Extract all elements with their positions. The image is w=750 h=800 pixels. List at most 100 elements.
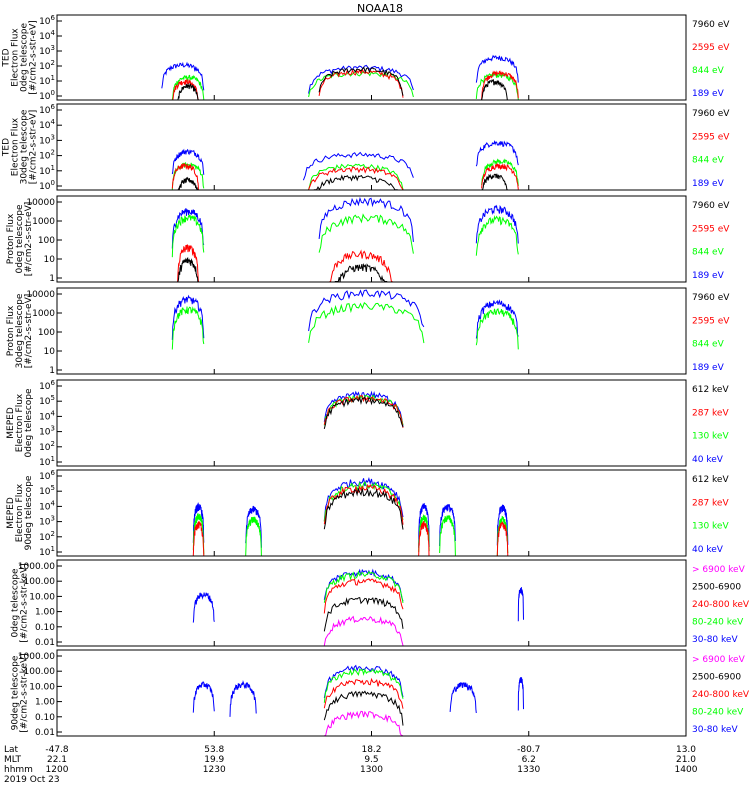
y-tick-label: 0.01 [35,728,55,738]
series-line-black [177,82,199,101]
y-tick-label: 102 [39,530,55,543]
series-line-blue [318,196,414,242]
x-axis-value: -80.7 [517,745,540,755]
series-line-green [439,515,456,556]
series-line-red [323,578,404,614]
series-line-black [481,78,508,101]
legend-entry: 30-80 keV [692,635,738,645]
series-line-magenta [324,710,403,737]
panel-stack: 106 104 103 102 101 100 TEDElectron Flux0deg t… [2,14,750,738]
series-line-red [318,68,404,98]
x-axis-value: 1300 [360,765,383,775]
series-line-blue [161,61,205,91]
legend-entry: 7960 eV [692,201,730,211]
y-tick-label: 106 [39,103,55,116]
panel-6: 106 105 104 103 102 101 MEPEDElectron Flux90de… [6,469,729,558]
panel-4-data [171,289,519,350]
legend-entry: 612 keV [692,385,729,395]
series-line-red [481,70,519,100]
legend-entry: 189 eV [692,179,725,189]
y-tick-label: 100 [39,179,55,192]
y-tick-label: 100.00 [24,667,56,677]
series-line-green [475,308,519,350]
series-line-green [481,158,519,186]
y-tick-label: 104 [39,118,55,131]
x-axis-value: 19.9 [204,755,224,765]
panel-ylabel: 0deg telescope[#/cm2-s-str-keV] [11,563,30,642]
legend-entry: 7960 eV [692,293,730,303]
series-line-blue [302,151,414,181]
x-axis-value: 1200 [46,765,69,775]
y-tick-label: 10 [44,255,56,265]
y-tick-label: 100 [38,328,55,338]
legend-entry: 40 keV [692,455,724,465]
series-line-blue [192,502,205,543]
x-row-label: 2019 Oct 23 [4,775,60,785]
series-line-green [192,513,205,555]
series-line-green [245,516,262,556]
legend-entry: 2595 eV [692,316,730,326]
series-line-red [329,249,393,282]
y-tick-label: 1000.00 [18,652,55,662]
y-tick-label: 106 [39,469,55,482]
y-tick-label: 0.10 [35,623,55,633]
y-tick-label: 102 [39,149,55,162]
y-tick-label: 101 [39,545,55,558]
y-tick-label: 106 [39,379,55,392]
x-axis-value: 21.0 [676,755,696,765]
series-line-blue [171,148,205,175]
legend-entry: 844 eV [692,340,725,350]
series-line-blue [245,505,262,548]
panel-6-data [192,477,509,556]
x-axis-value: 13.0 [676,745,696,755]
series-line-red [177,244,199,282]
series-line-green [308,70,414,98]
x-axis-value: 22.1 [47,755,67,765]
panel-8: 1000.00 100.00 10.00 1.00 0.10 0.01 90deg tele… [11,649,750,738]
series-line-black [323,396,404,430]
series-line-blue [449,681,477,714]
x-axis-value: 53.8 [204,745,224,755]
legend-entry: 7960 eV [692,20,730,30]
y-tick-label: 101 [39,455,55,468]
y-tick-label: 104 [39,499,55,512]
series-line-blue [475,299,519,339]
legend-entry: 40 keV [692,545,724,555]
y-tick-label: 104 [39,409,55,422]
y-tick-label: 100 [38,236,55,246]
x-row-label: Lat [4,745,19,755]
series-line-green [308,301,425,344]
series-line-green [323,668,404,703]
x-row-label: MLT [4,755,22,765]
series-line-green [323,481,404,522]
series-line-blue [496,504,509,546]
series-line-blue [418,502,430,548]
panel-8-data [192,664,524,737]
series-line-blue [323,390,404,427]
series-line-red [418,521,430,556]
panel-4: 10000 1000 100 10 1 Proton Flux30deg telescop… [6,287,730,376]
panel-ylabel: TEDElectron Flux0deg telescope[#/cm2-s-s… [2,20,39,95]
series-line-blue [171,294,205,340]
series-line-green [318,213,414,254]
y-tick-label: 10.00 [29,592,55,602]
y-tick-label: 1000.00 [18,562,55,572]
series-line-green [171,74,205,100]
legend-entry: 189 eV [692,89,725,99]
y-tick-label: 103 [39,133,55,146]
legend-entry: 240-800 keV [692,600,750,610]
series-line-black [334,263,388,282]
series-line-black [177,176,199,191]
series-line-black [313,174,398,191]
y-tick-label: 1000 [32,309,55,319]
series-line-red [171,162,199,190]
legend-entry: 80-240 keV [692,708,744,718]
x-axis-value: 6.2 [522,755,536,765]
legend-entry: 612 keV [692,475,729,485]
legend-entry: 130 keV [692,522,729,532]
panel-ylabel: Proton Flux30deg telescope[#/cm2-s-str-e… [6,293,34,368]
y-tick-label: 104 [39,29,55,42]
series-line-red [308,166,404,190]
